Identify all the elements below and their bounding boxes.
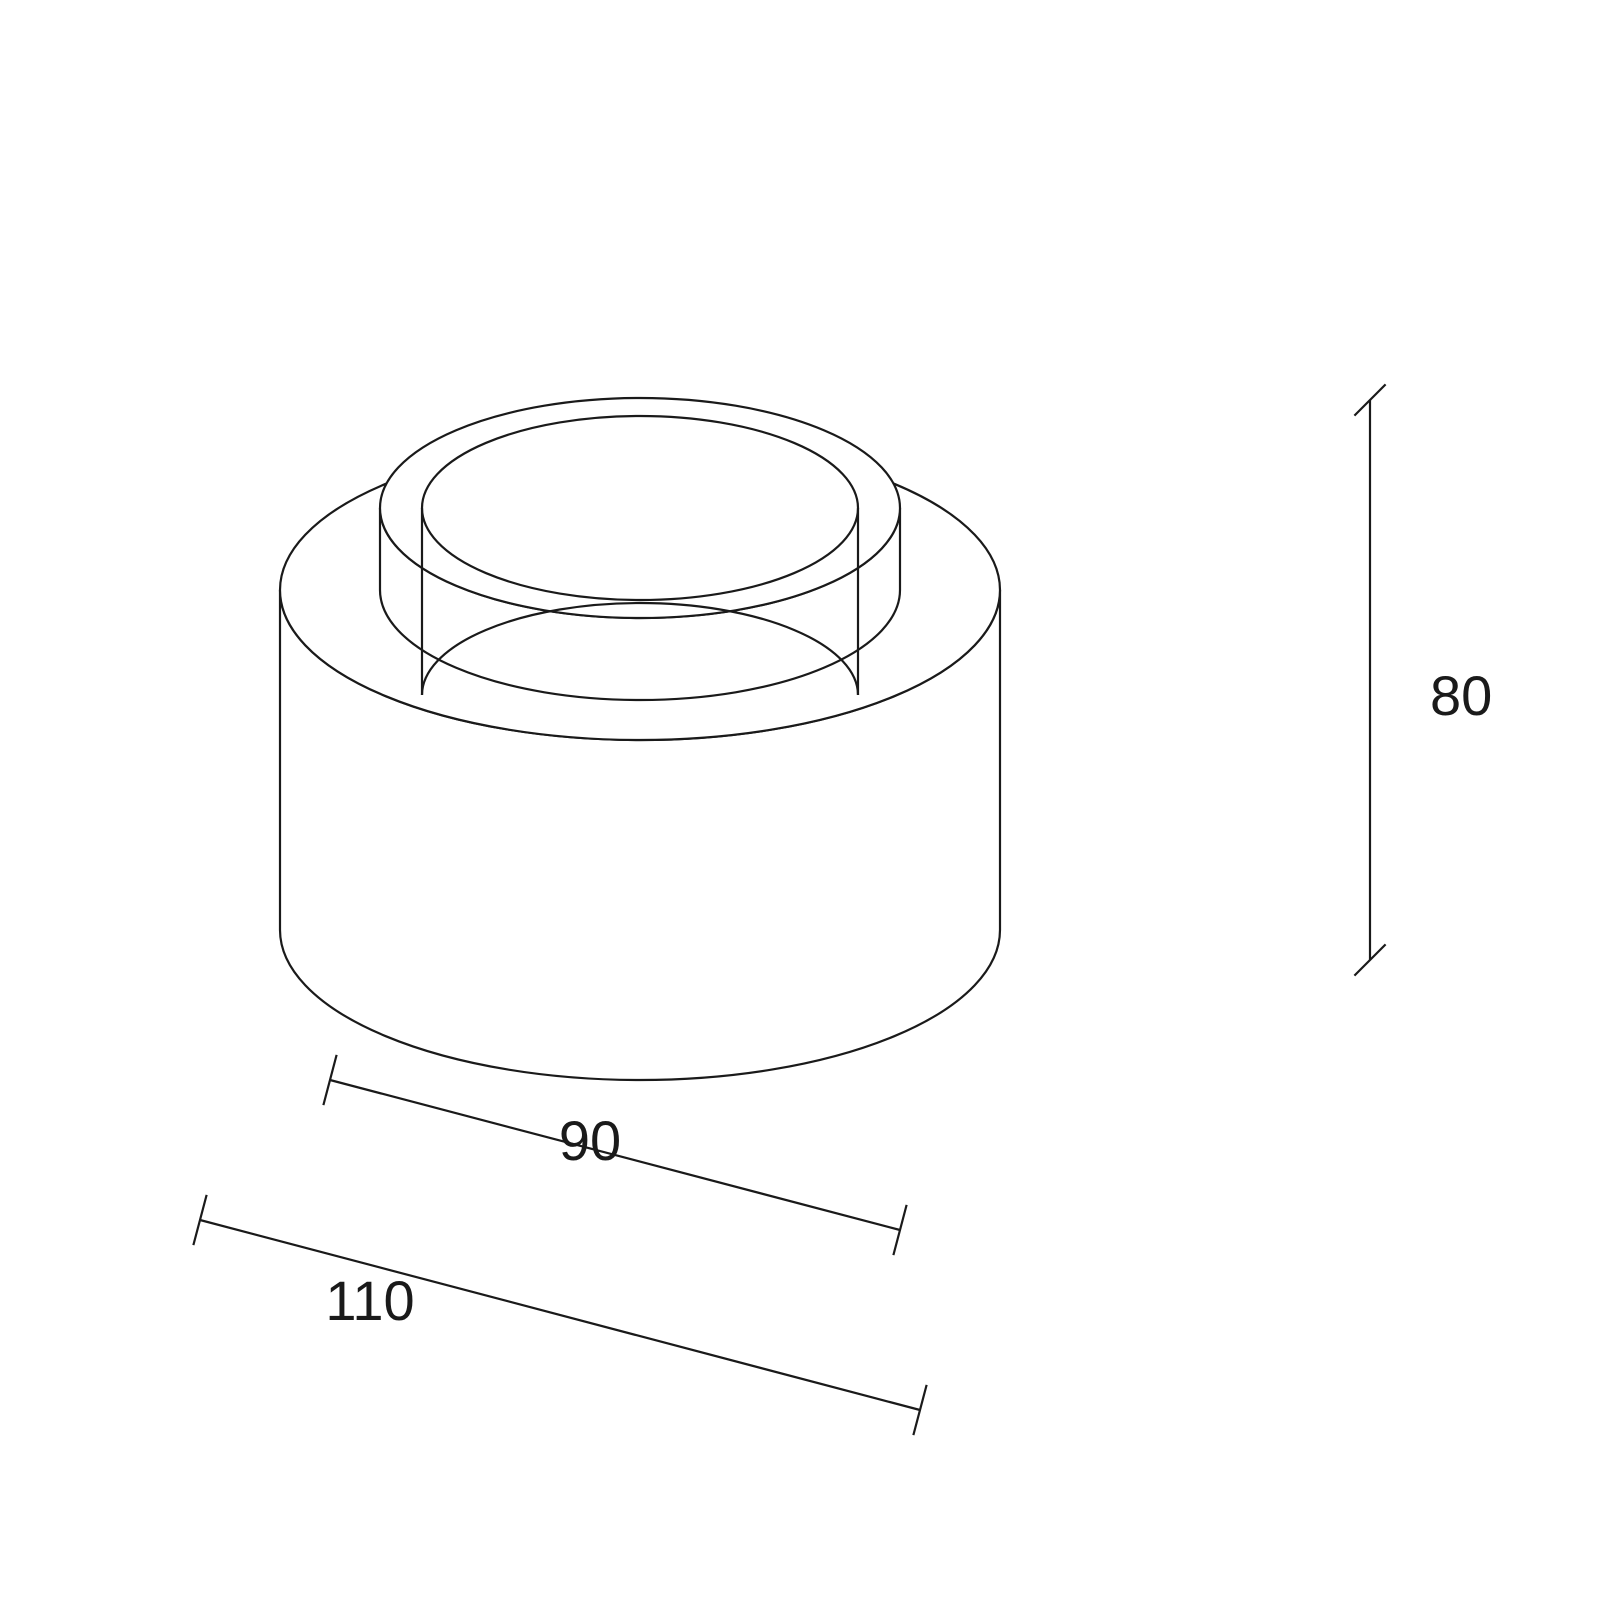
dim-tick-outer-dia-a [193,1195,206,1245]
dim-line-outer-dia [200,1220,920,1410]
dim-tick-inner-dia-a [323,1055,336,1105]
hole-top-ellipse [422,416,858,600]
technical-drawing: 80 90 110 [0,0,1600,1600]
dim-tick-outer-dia-b [913,1385,926,1435]
dim-label-outer-dia: 110 [325,1269,414,1332]
dim-tick-inner-dia-b [893,1205,906,1255]
dim-label-height: 80 [1430,664,1492,727]
dim-label-inner-dia: 90 [559,1109,621,1172]
